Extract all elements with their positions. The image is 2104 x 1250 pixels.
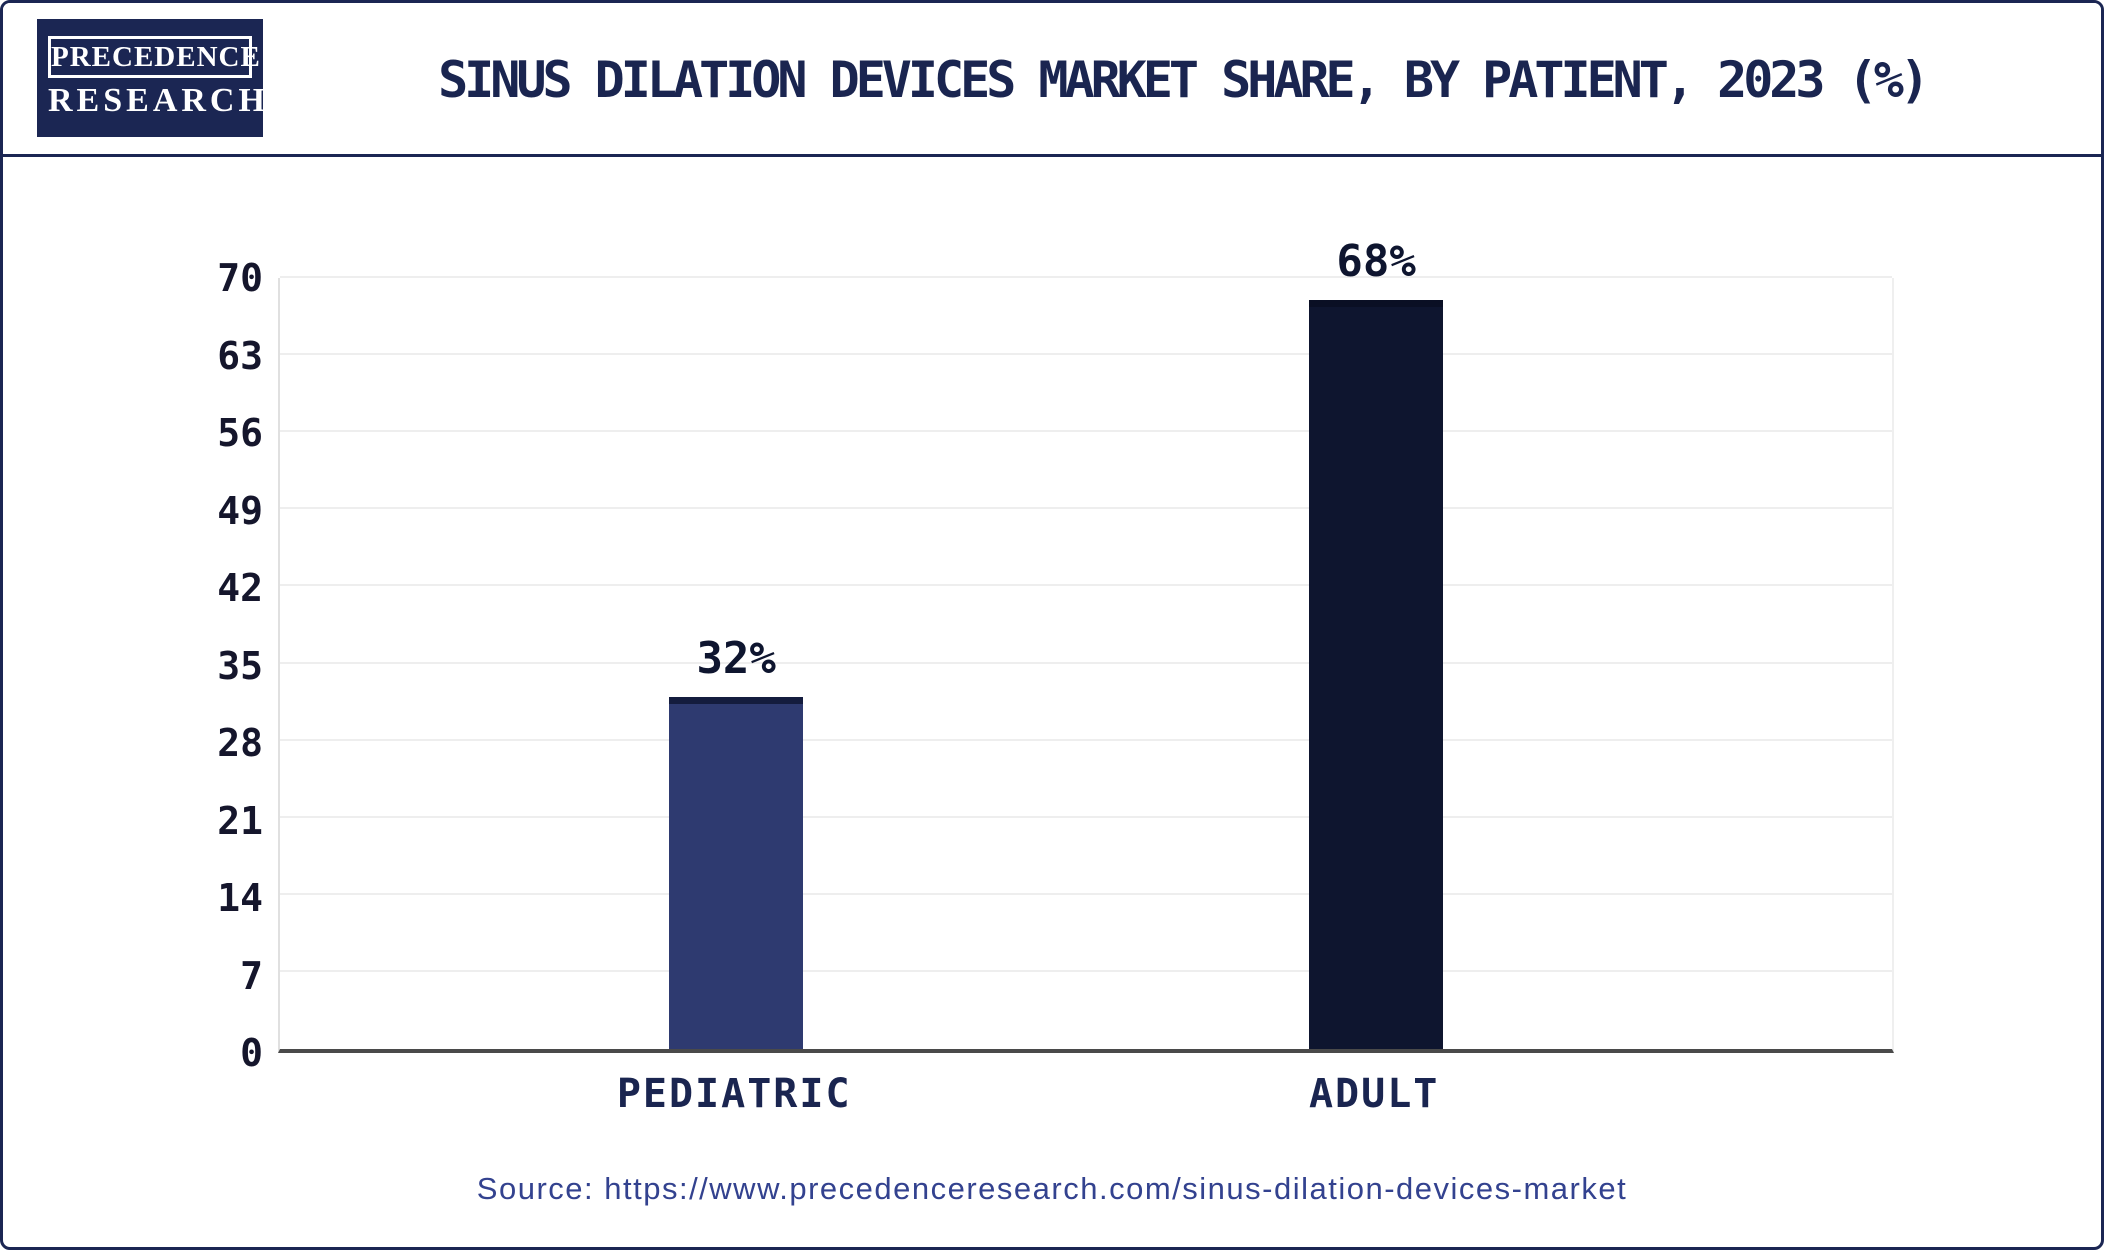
gridline	[280, 430, 1892, 433]
gridline	[280, 892, 1892, 895]
header: PRECEDENCE RESEARCH SINUS DILATION DEVIC…	[3, 3, 2101, 157]
gridline	[280, 507, 1892, 510]
bar-rect	[669, 696, 804, 1049]
bar-value-label: 32%	[696, 632, 776, 684]
gridline	[280, 815, 1892, 818]
x-axis-category-labels: PEDIATRIC ADULT	[278, 1057, 1894, 1127]
source-caption: Source: https://www.precedenceresearch.c…	[476, 1171, 1628, 1206]
bar-value-label: 68%	[1336, 236, 1416, 288]
y-tick-label: 49	[217, 488, 263, 533]
y-tick-label: 28	[217, 721, 263, 765]
gridline	[280, 276, 1892, 278]
logo-text-precedence: PRECEDENCE	[48, 36, 260, 78]
category-label-adult: ADULT	[1308, 1071, 1440, 1117]
bar-pediatric: 32%	[669, 278, 804, 1049]
gridline	[280, 969, 1892, 972]
y-tick-label: 42	[217, 566, 263, 610]
precedence-research-logo: PRECEDENCE RESEARCH	[37, 19, 269, 137]
y-tick-label: 7	[240, 953, 263, 998]
y-tick-label: 0	[240, 1031, 263, 1075]
gridline	[280, 584, 1892, 587]
gridline	[280, 738, 1892, 741]
y-tick-label: 14	[217, 876, 263, 920]
y-tick-label: 63	[217, 333, 263, 378]
bar-rect	[1309, 300, 1444, 1049]
y-tick-label: 21	[217, 798, 263, 843]
logo-text-research: RESEARCH	[48, 82, 269, 119]
y-tick-label: 70	[217, 256, 263, 300]
gridline	[280, 353, 1892, 356]
y-tick-label: 35	[217, 643, 263, 688]
chart-title: SINUS DILATION DEVICES MARKET SHARE, BY …	[438, 51, 1930, 109]
gridline	[280, 661, 1892, 664]
y-axis-tick-labels: 0 7 14 21 28 35 42 49 56 63 70	[113, 259, 263, 1072]
plot-area: 32% 68%	[278, 240, 1894, 1053]
y-tick-label: 56	[217, 411, 263, 455]
bar-adult: 68%	[1309, 240, 1444, 1049]
category-label-pediatric: PEDIATRIC	[616, 1071, 852, 1117]
